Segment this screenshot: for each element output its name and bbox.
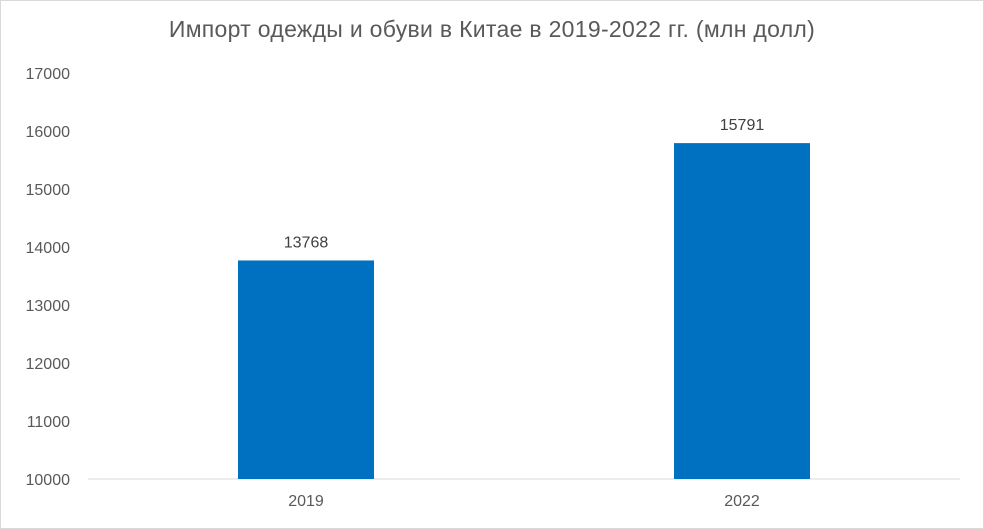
x-tick-label-2019: 2019 — [288, 493, 324, 510]
data-label-2019: 13768 — [284, 234, 329, 251]
y-tick-label: 12000 — [26, 356, 71, 373]
y-tick-label: 14000 — [26, 240, 71, 257]
x-axis-tick-labels: 2019 2022 — [288, 493, 760, 510]
y-tick-label: 10000 — [26, 472, 71, 489]
y-tick-label: 16000 — [26, 124, 71, 141]
bar-2022 — [674, 143, 810, 479]
x-tick-label-2022: 2022 — [724, 493, 760, 510]
y-tick-label: 13000 — [26, 298, 71, 315]
chart-title: Импорт одежды и обуви в Китае в 2019-202… — [168, 16, 816, 42]
y-tick-label: 17000 — [26, 66, 71, 83]
bar-2019 — [238, 260, 374, 479]
y-axis-tick-labels: 10000 11000 12000 13000 14000 15000 16000 17000 — [26, 66, 71, 489]
bar-group — [238, 143, 810, 479]
data-label-2022: 15791 — [720, 117, 765, 134]
y-tick-label: 11000 — [27, 414, 70, 431]
data-label-group: 13768 15791 — [284, 117, 765, 251]
y-tick-label: 15000 — [26, 182, 71, 199]
